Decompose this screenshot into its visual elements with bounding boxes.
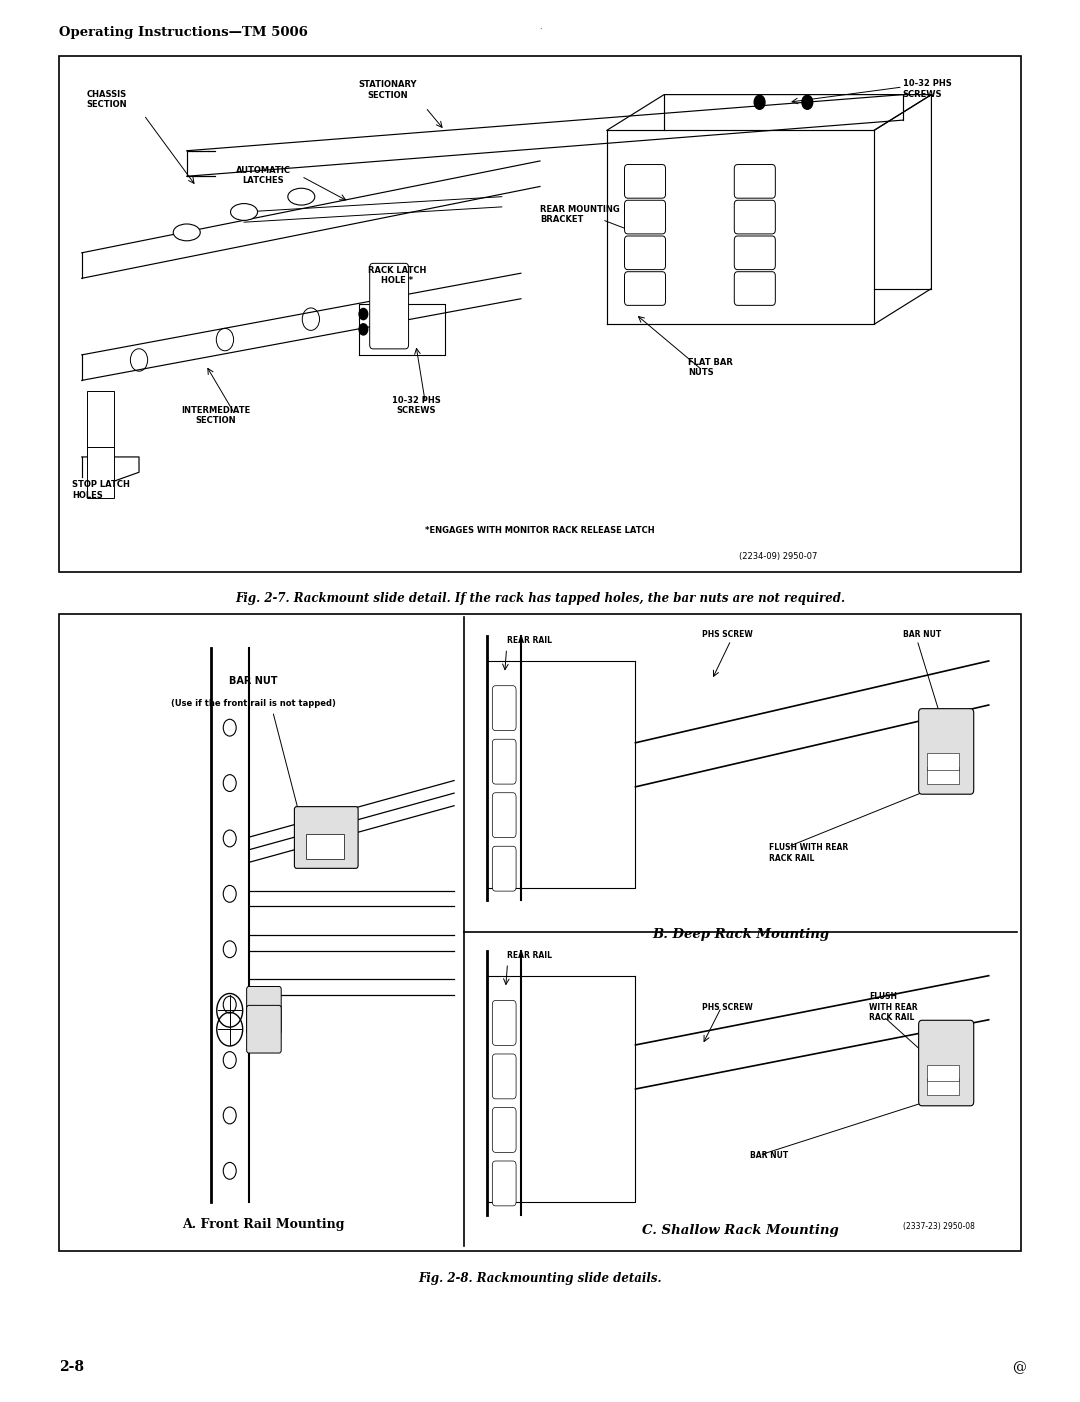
Text: REAR MOUNTING
BRACKET: REAR MOUNTING BRACKET (540, 205, 620, 224)
Text: Fig. 2-7. Rackmount slide detail. If the rack has tapped holes, the bar nuts are: Fig. 2-7. Rackmount slide detail. If the… (235, 592, 845, 604)
Circle shape (359, 308, 367, 320)
Text: REAR RAIL: REAR RAIL (507, 951, 552, 960)
FancyBboxPatch shape (492, 792, 516, 837)
Text: PHS SCREW: PHS SCREW (702, 1002, 753, 1012)
FancyBboxPatch shape (734, 200, 775, 234)
FancyBboxPatch shape (492, 739, 516, 784)
FancyBboxPatch shape (492, 1054, 516, 1099)
Text: FLUSH WITH REAR
RACK RAIL: FLUSH WITH REAR RACK RAIL (769, 843, 849, 862)
Text: *ENGAGES WITH MONITOR RACK RELEASE LATCH: *ENGAGES WITH MONITOR RACK RELEASE LATCH (426, 526, 654, 536)
FancyBboxPatch shape (492, 686, 516, 730)
Bar (306, 834, 343, 859)
Text: A. Front Rail Mounting: A. Front Rail Mounting (181, 1218, 345, 1231)
Bar (927, 1064, 959, 1081)
Bar (927, 767, 959, 784)
FancyBboxPatch shape (492, 1001, 516, 1046)
Text: BAR NUT: BAR NUT (229, 676, 278, 686)
Text: Fig. 2-8. Rackmounting slide details.: Fig. 2-8. Rackmounting slide details. (418, 1272, 662, 1284)
Text: FLAT BAR
NUTS: FLAT BAR NUTS (688, 358, 733, 377)
Text: PHS SCREW: PHS SCREW (702, 629, 753, 639)
Text: (2234-09) 2950-07: (2234-09) 2950-07 (740, 552, 818, 561)
Circle shape (754, 95, 765, 109)
FancyBboxPatch shape (734, 236, 775, 269)
Ellipse shape (230, 203, 257, 220)
Text: CHASSIS
SECTION: CHASSIS SECTION (86, 90, 127, 109)
Text: @: @ (1012, 1360, 1026, 1374)
FancyBboxPatch shape (492, 1161, 516, 1206)
FancyBboxPatch shape (369, 264, 408, 349)
Text: 10-32 PHS
SCREWS: 10-32 PHS SCREWS (392, 395, 441, 415)
Text: FLUSH
WITH REAR
RACK RAIL: FLUSH WITH REAR RACK RAIL (869, 993, 918, 1022)
Text: 10-32 PHS
SCREWS: 10-32 PHS SCREWS (903, 80, 951, 98)
Bar (927, 753, 959, 770)
FancyBboxPatch shape (919, 708, 974, 794)
Bar (86, 442, 113, 498)
FancyBboxPatch shape (492, 1108, 516, 1152)
Text: REAR RAIL: REAR RAIL (507, 637, 552, 645)
Bar (927, 1078, 959, 1095)
FancyBboxPatch shape (919, 1021, 974, 1106)
Ellipse shape (287, 188, 315, 205)
Text: (Use if the front rail is not tapped): (Use if the front rail is not tapped) (171, 698, 336, 708)
Text: 2-8: 2-8 (59, 1360, 84, 1374)
Circle shape (802, 95, 813, 109)
Text: BAR NUT: BAR NUT (750, 1151, 788, 1159)
Text: .: . (539, 22, 541, 31)
Text: AUTOMATIC
LATCHES: AUTOMATIC LATCHES (235, 165, 291, 185)
Ellipse shape (173, 224, 200, 241)
FancyBboxPatch shape (624, 272, 665, 306)
Text: (2337-23) 2950-08: (2337-23) 2950-08 (903, 1221, 974, 1231)
Bar (86, 391, 113, 447)
Text: B. Deep Rack Mounting: B. Deep Rack Mounting (652, 928, 829, 942)
Bar (59, 56, 1021, 572)
FancyBboxPatch shape (624, 200, 665, 234)
FancyBboxPatch shape (246, 1005, 281, 1053)
Text: C. Shallow Rack Mounting: C. Shallow Rack Mounting (643, 1224, 839, 1237)
Text: RACK LATCH
HOLE *: RACK LATCH HOLE * (367, 265, 426, 285)
FancyBboxPatch shape (734, 272, 775, 306)
FancyBboxPatch shape (734, 164, 775, 198)
Text: Operating Instructions—TM 5006: Operating Instructions—TM 5006 (59, 27, 308, 39)
Text: INTERMEDIATE
SECTION: INTERMEDIATE SECTION (180, 407, 251, 425)
Text: BAR NUT: BAR NUT (903, 629, 941, 639)
Text: STOP LATCH
HOLES: STOP LATCH HOLES (72, 481, 130, 499)
FancyBboxPatch shape (624, 164, 665, 198)
Text: STATIONARY
SECTION: STATIONARY SECTION (357, 80, 417, 100)
FancyBboxPatch shape (492, 847, 516, 892)
FancyBboxPatch shape (624, 236, 665, 269)
FancyBboxPatch shape (295, 806, 359, 868)
Circle shape (359, 324, 367, 335)
Bar (59, 614, 1021, 1251)
FancyBboxPatch shape (246, 987, 281, 1035)
